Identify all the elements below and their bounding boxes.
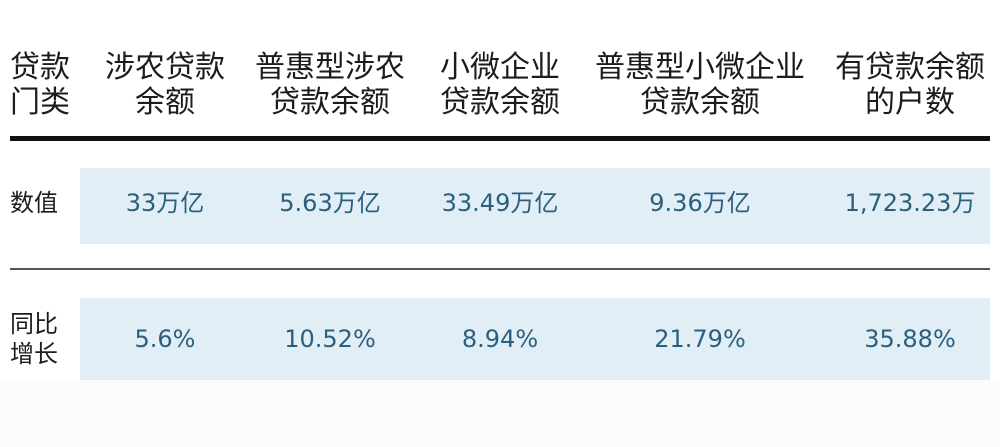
header-line: 小微企业 [440,50,560,85]
row-label-line: 数值 [10,189,58,217]
cell-value-inclusive-agri: 5.63万亿 [279,189,381,217]
header-borrower-households: 有贷款余额 的户数 [828,50,992,120]
row-label-line: 增长 [10,340,58,368]
bottom-margin [0,380,1000,447]
cell-value-small-micro: 33.49万亿 [441,189,559,217]
header-line: 涉农贷款 [105,50,225,85]
header-line: 普惠型涉农 [255,50,405,85]
cell-value-agri: 33万亿 [125,189,205,217]
header-inclusive-agri-loan-balance: 普惠型涉农 贷款余额 [250,50,410,120]
header-small-micro-loan-balance: 小微企业 贷款余额 [430,50,570,120]
cell-yoy-inclusive-agri: 10.52% [284,325,376,353]
row-divider [10,268,990,270]
row-label-line: 同比 [10,310,58,338]
row-label-yoy: 同比 增长 [10,309,58,369]
header-line: 贷款余额 [640,85,760,120]
cell-yoy-households: 35.88% [864,325,956,353]
header-line: 贷款 [10,50,70,85]
header-divider [10,136,990,141]
cell-yoy-inclusive-small-micro: 21.79% [654,325,746,353]
row-label-value: 数值 [10,188,58,218]
header-line: 门类 [10,85,70,120]
header-line: 余额 [135,85,195,120]
cell-value-inclusive-small-micro: 9.36万亿 [649,189,751,217]
cell-yoy-agri: 5.6% [134,325,196,353]
header-line: 的户数 [865,85,955,120]
cell-yoy-small-micro: 8.94% [461,325,539,353]
row-band-value [80,168,990,244]
header-line: 普惠型小微企业 [595,50,805,85]
row-band-yoy [80,298,990,380]
header-line: 贷款余额 [270,85,390,120]
header-agri-loan-balance: 涉农贷款 余额 [95,50,235,120]
header-line: 有贷款余额 [835,50,985,85]
header-inclusive-small-micro-loan-balance: 普惠型小微企业 贷款余额 [588,50,812,120]
cell-value-households: 1,723.23万 [844,189,976,217]
header-line: 贷款余额 [440,85,560,120]
header-loan-category: 贷款 门类 [8,50,72,120]
